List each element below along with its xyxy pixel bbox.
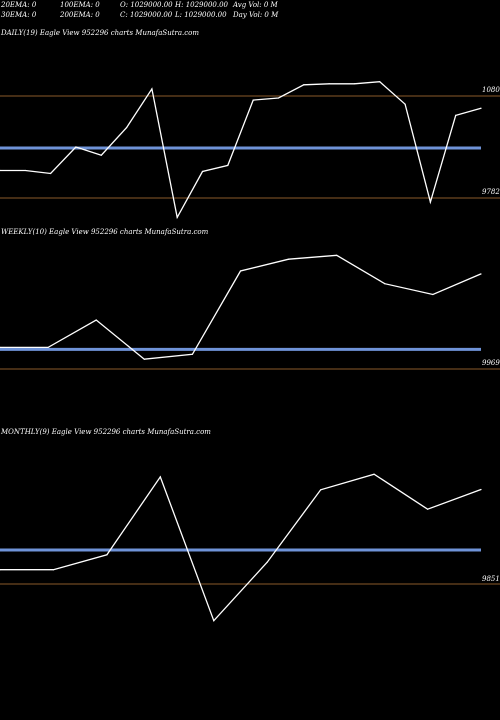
daily-price-line [0, 81, 482, 220]
daily-price-point [50, 172, 52, 175]
weekly-price-point [95, 319, 97, 321]
daily-price-point [379, 81, 381, 83]
monthly-price-point [480, 488, 482, 491]
weekly-price-point [384, 283, 386, 285]
daily-price-point [303, 84, 305, 86]
weekly-price-point [239, 270, 242, 272]
weekly-price-point [336, 254, 338, 256]
daily-price-point [75, 146, 77, 148]
daily-price-point [201, 170, 204, 173]
monthly-y-label: 9851 [482, 575, 500, 583]
open-label: O: 1029000.00 [120, 1, 173, 9]
daily-price-point [100, 154, 102, 156]
daily-price-point [404, 103, 406, 105]
daily-y-label: 1080 [482, 86, 500, 94]
monthly-price-point [52, 569, 55, 571]
daily-price-point [480, 107, 482, 109]
ema200-label: 200EMA: 0 [60, 11, 100, 19]
ema30-label: 30EMA: 0 [1, 11, 37, 19]
daily-price-point [227, 164, 229, 166]
daily-price-point [328, 83, 330, 85]
weekly-price-point [47, 346, 49, 349]
daily-chart: 1080 9782 [0, 81, 500, 220]
monthly-price-point [106, 554, 108, 556]
daily-price-point [151, 88, 153, 90]
monthly-price-point [266, 561, 268, 563]
daily-price-point [252, 99, 254, 101]
weekly-price-point [143, 358, 145, 360]
daily-chart-title: DAILY(19) Eagle View 952296 charts Munaf… [1, 29, 200, 37]
close-label: C: 1029000.00 [120, 11, 173, 19]
monthly-chart: 9851 [0, 473, 500, 622]
daily-price-point [429, 201, 431, 203]
daily-price-point [455, 114, 457, 116]
ema20-label: 20EMA: 0 [1, 1, 37, 9]
daily-y-label: 9782 [482, 188, 500, 196]
weekly-chart-title: WEEKLY(10) Eagle View 952296 charts Muna… [1, 228, 209, 236]
ema100-label: 100EMA: 0 [60, 1, 100, 9]
weekly-y-label: 9969 [482, 359, 500, 367]
weekly-chart: 9969 [0, 254, 500, 370]
avg-vol-label: Avg Vol: 0 M [233, 1, 278, 9]
monthly-price-line [0, 473, 482, 622]
weekly-price-point [0, 346, 1, 349]
monthly-price-point [426, 508, 429, 510]
monthly-price-point [213, 620, 215, 622]
monthly-price-point [0, 569, 1, 571]
weekly-price-point [191, 353, 193, 355]
day-vol-label: Day Vol: 0 M [233, 11, 279, 19]
monthly-chart-title: MONTHLY(9) Eagle View 952296 charts Muna… [1, 428, 211, 436]
daily-price-point [353, 83, 356, 85]
weekly-price-point [480, 273, 482, 275]
daily-price-point [176, 216, 178, 218]
monthly-price-point [320, 489, 322, 491]
daily-price-point [277, 97, 280, 99]
daily-price-point [24, 169, 26, 172]
weekly-price-point [288, 258, 290, 260]
weekly-price-point [432, 293, 434, 296]
monthly-price-point [373, 473, 375, 475]
low-label: L: 1029000.00 [175, 11, 227, 19]
daily-price-point [0, 169, 1, 172]
daily-price-point [125, 127, 128, 129]
high-label: H: 1029000.00 [175, 1, 228, 9]
monthly-price-point [159, 476, 161, 478]
